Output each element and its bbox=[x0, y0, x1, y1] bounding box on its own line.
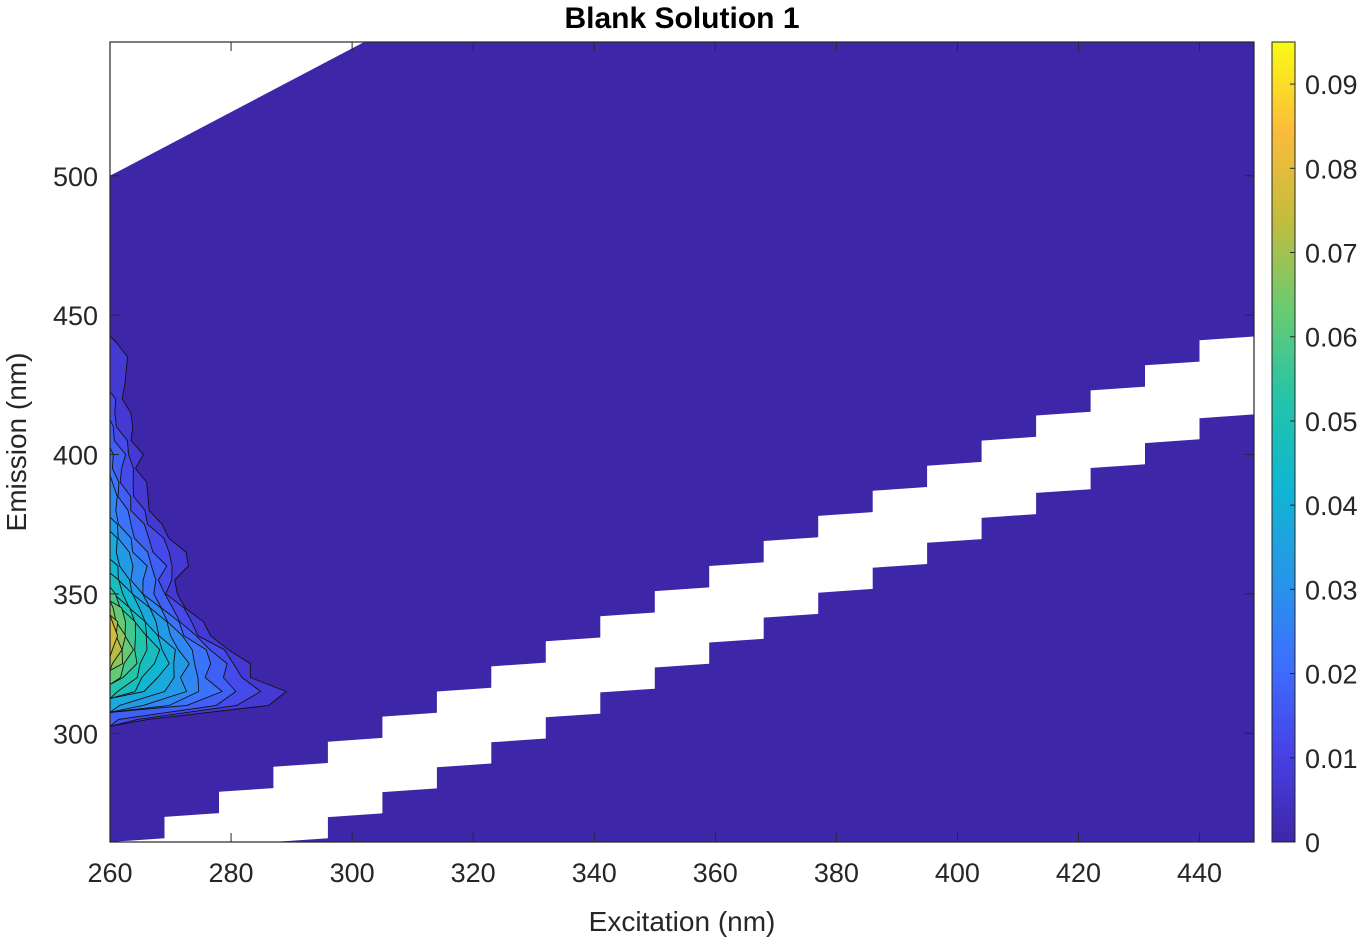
plot-frame bbox=[109, 41, 1255, 843]
colorbar-gradient bbox=[1271, 41, 1296, 843]
y-tick-label-400: 400 bbox=[53, 441, 98, 471]
x-tick-label-300: 300 bbox=[330, 858, 375, 888]
colorbar-tick-label-2: 0.02 bbox=[1305, 660, 1358, 690]
x-tick-label-360: 360 bbox=[693, 858, 738, 888]
colorbar-tick-label-0: 0 bbox=[1305, 828, 1320, 858]
colorbar-tick-label-3: 0.03 bbox=[1305, 575, 1358, 605]
colorbar-tick-label-6: 0.06 bbox=[1305, 323, 1358, 353]
x-tick-label-280: 280 bbox=[209, 858, 254, 888]
upper-left-mask bbox=[110, 42, 365, 176]
x-tick-label-320: 320 bbox=[451, 858, 496, 888]
contour-fill-layer bbox=[110, 335, 287, 727]
contour-level-14-0 bbox=[110, 614, 119, 658]
y-tick-label-350: 350 bbox=[53, 580, 98, 610]
y-axis-label: Emission (nm) bbox=[1, 353, 32, 532]
x-tick-label-420: 420 bbox=[1056, 858, 1101, 888]
colorbar-ticks: 0 0.01 0.02 0.03 0.04 0.05 0.06 0.07 0.08 0.09 bbox=[1290, 70, 1358, 858]
colorbar-tick-label-4: 0.04 bbox=[1305, 491, 1358, 521]
x-tick-label-440: 440 bbox=[1177, 858, 1222, 888]
y-tick-label-300: 300 bbox=[53, 719, 98, 749]
chart-title: Blank Solution 1 bbox=[564, 2, 799, 35]
colorbar-tick-label-7: 0.07 bbox=[1305, 239, 1358, 269]
colorbar-tick-label-9: 0.09 bbox=[1305, 70, 1358, 100]
colorbar: 0 0.01 0.02 0.03 0.04 0.05 0.06 0.07 0.08 0.09 bbox=[1271, 41, 1358, 858]
y-tick-label-500: 500 bbox=[53, 162, 98, 192]
colorbar-tick-label-1: 0.01 bbox=[1305, 744, 1358, 774]
x-tick-label-400: 400 bbox=[935, 858, 980, 888]
y-tick-label-450: 450 bbox=[53, 301, 98, 331]
masked-regions bbox=[110, 42, 1254, 842]
x-axis: 260 280 300 320 340 360 380 400 420 440 bbox=[87, 42, 1222, 888]
x-axis-label: Excitation (nm) bbox=[589, 906, 776, 937]
plot-area bbox=[109, 41, 1255, 843]
x-tick-label-260: 260 bbox=[87, 858, 132, 888]
x-tick-label-380: 380 bbox=[814, 858, 859, 888]
colorbar-tick-label-8: 0.08 bbox=[1305, 154, 1358, 184]
x-tick-label-340: 340 bbox=[572, 858, 617, 888]
y-axis: 300 350 400 450 500 bbox=[53, 162, 1254, 749]
colorbar-tick-label-5: 0.05 bbox=[1305, 407, 1358, 437]
